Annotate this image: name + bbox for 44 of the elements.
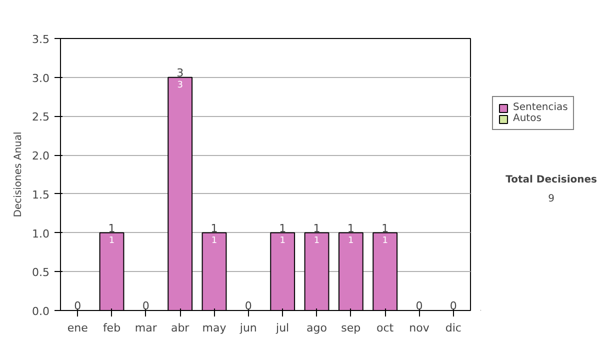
data-label: 1: [211, 236, 218, 246]
y-tick-label: 3.5: [32, 33, 50, 46]
y-tick-label: 0.5: [32, 266, 50, 280]
data-label: 1: [382, 236, 388, 246]
x-tick-label: may: [202, 322, 227, 334]
x-tick-label: sep: [341, 322, 361, 334]
legend-label: Autos: [513, 113, 542, 124]
total-label: 0: [416, 300, 423, 312]
total-label: 1: [210, 222, 218, 235]
y-axis-title: Decisiones Anual: [13, 132, 24, 218]
total-label: 1: [382, 222, 389, 235]
x-tick-label: dic: [445, 322, 462, 334]
data-label: 1: [314, 236, 320, 246]
x-tick-label: oct: [376, 322, 394, 334]
x-tick-label: feb: [102, 322, 121, 334]
y-tick-label: 3.0: [32, 72, 50, 85]
total-label: 3: [176, 66, 184, 80]
total-label: 1: [279, 222, 286, 235]
total-label: 0: [244, 300, 252, 312]
total-label: 0: [74, 300, 82, 312]
y-tick-label: 2.0: [32, 150, 50, 163]
data-label: 1: [108, 236, 115, 246]
y-tick-label: 1.5: [32, 188, 50, 202]
total-label: 0: [450, 300, 457, 312]
y-tick-label: 1.0: [32, 227, 50, 240]
total-label: 1: [108, 222, 116, 235]
x-tick-label: jul: [275, 322, 290, 334]
x-tick-label: ene: [67, 322, 88, 334]
x-tick-label: mar: [134, 322, 158, 334]
data-label: 3: [177, 80, 183, 90]
legend-label: Sentencias: [513, 102, 568, 113]
total-label: 1: [313, 222, 320, 235]
x-tick-label: nov: [409, 322, 430, 334]
total-label: 1: [347, 222, 354, 235]
x-tick-label: abr: [170, 322, 190, 334]
data-label: 1: [348, 236, 354, 246]
data-label: 1: [280, 236, 286, 246]
y-tick-label: 2.5: [32, 110, 50, 124]
x-tick-label: ago: [306, 322, 328, 334]
text: Total Decisiones: [506, 174, 598, 186]
y-tick-label: 0.0: [32, 305, 50, 318]
x-tick-label: jun: [238, 322, 257, 334]
total-label: 0: [142, 300, 150, 312]
text: 9: [548, 194, 554, 205]
